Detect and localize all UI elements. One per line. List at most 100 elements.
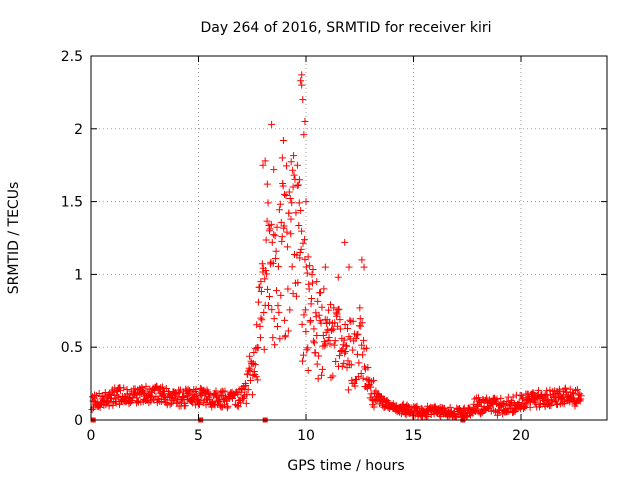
data-point	[349, 346, 357, 354]
data-point	[359, 374, 367, 382]
data-point	[293, 182, 301, 190]
x-axis-label: GPS time / hours	[287, 458, 404, 474]
data-point	[302, 328, 310, 336]
data-point	[301, 306, 309, 314]
data-point	[268, 238, 276, 246]
data-point	[324, 326, 332, 334]
data-point	[265, 293, 273, 301]
data-point	[321, 342, 329, 350]
data-point	[142, 382, 150, 390]
data-point	[269, 334, 277, 342]
data-point	[295, 199, 303, 207]
data-point	[285, 188, 293, 196]
data-point	[338, 362, 346, 370]
data-point	[479, 395, 487, 403]
data-point	[258, 260, 266, 268]
data-point	[279, 182, 287, 190]
data-point	[367, 390, 375, 398]
data-point	[318, 303, 326, 311]
data-point	[354, 330, 362, 338]
data-point	[521, 401, 529, 409]
data-point	[256, 322, 264, 330]
data-point	[363, 375, 371, 383]
data-point	[116, 400, 124, 408]
data-point	[244, 370, 252, 378]
data-point	[276, 335, 284, 343]
data-point	[344, 357, 352, 365]
data-point	[308, 295, 316, 303]
data-point	[342, 347, 350, 355]
data-point	[332, 358, 340, 366]
data-point	[307, 317, 315, 325]
data-point	[298, 71, 306, 79]
data-point	[264, 285, 272, 293]
y-tick-label: 2	[74, 122, 83, 138]
data-point	[245, 364, 253, 372]
data-point	[275, 308, 283, 316]
data-point	[357, 322, 365, 330]
y-tick-label: 1	[74, 267, 83, 283]
y-tick-label: 2.5	[61, 49, 83, 65]
data-point	[223, 397, 231, 405]
data-point	[343, 342, 351, 350]
data-point	[424, 412, 432, 420]
data-point	[268, 306, 276, 314]
data-point	[336, 325, 344, 333]
data-point	[353, 331, 361, 339]
data-point	[310, 325, 318, 333]
data-point	[289, 183, 297, 191]
data-point	[283, 228, 291, 236]
data-point	[288, 199, 296, 207]
data-point	[329, 372, 337, 380]
data-point	[261, 157, 269, 165]
data-point	[246, 366, 254, 374]
data-point	[315, 311, 323, 319]
data-point	[300, 311, 308, 319]
data-point	[336, 316, 344, 324]
data-point	[274, 263, 282, 271]
data-point	[254, 344, 262, 352]
data-point	[370, 376, 378, 384]
data-point	[314, 375, 322, 383]
data-point	[262, 266, 270, 274]
data-point	[356, 304, 364, 312]
data-point	[298, 227, 306, 235]
data-point	[247, 376, 255, 384]
data-point	[303, 346, 311, 354]
data-point	[562, 388, 570, 396]
data-point	[308, 279, 316, 287]
data-point	[305, 285, 313, 293]
data-point	[280, 222, 288, 230]
data-point	[508, 399, 516, 407]
data-point	[302, 263, 310, 271]
data-point	[264, 199, 272, 207]
data-point	[446, 403, 454, 411]
data-point	[295, 222, 303, 229]
data-point	[297, 77, 305, 85]
data-point	[308, 271, 316, 279]
data-point	[573, 385, 581, 393]
y-tick-label: 0	[74, 413, 83, 429]
data-point	[340, 336, 348, 344]
data-point	[313, 331, 321, 339]
data-point	[191, 387, 199, 395]
data-point	[261, 275, 269, 283]
data-point	[477, 409, 485, 417]
data-point	[284, 327, 292, 335]
data-point	[529, 389, 537, 397]
data-point	[341, 238, 349, 246]
y-axis-label: SRMTID / TECUs	[6, 182, 22, 295]
data-point	[112, 399, 120, 407]
data-point	[474, 402, 482, 410]
data-point	[326, 318, 334, 326]
data-point	[299, 96, 307, 104]
data-point	[331, 319, 339, 327]
data-point	[267, 220, 275, 228]
data-point	[297, 245, 305, 253]
data-point	[283, 243, 291, 251]
data-point	[166, 401, 174, 409]
data-point	[294, 279, 302, 287]
data-point	[320, 285, 328, 293]
data-point	[276, 200, 284, 208]
data-point	[335, 352, 343, 360]
